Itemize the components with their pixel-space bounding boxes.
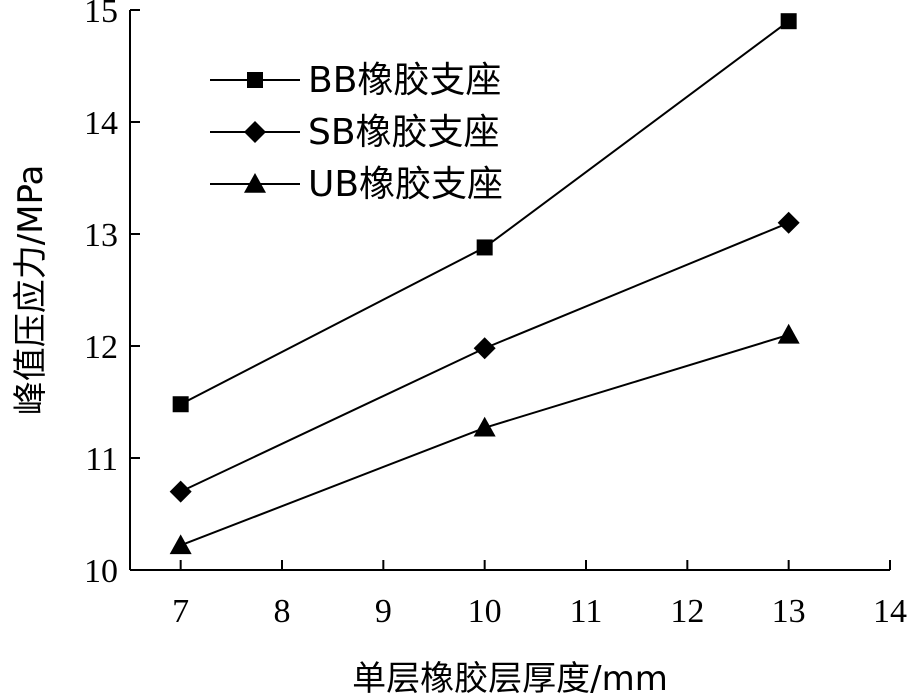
x-tick-label: 7 [172,593,189,630]
data-point [169,534,192,555]
series-square [172,13,797,413]
y-tick-label: 13 [84,217,118,254]
series-diamond [169,211,800,503]
series-line [180,333,789,547]
x-tick-label: 14 [873,593,907,630]
y-axis-title: 峰值压应力/MPa [11,165,51,416]
legend-marker [247,72,263,88]
legend: BB橡胶支座 SB橡胶支座 UB橡胶支座 [210,60,503,205]
y-tick-label: 12 [84,329,118,366]
legend-label: UB橡胶支座 [308,164,503,205]
data-point [777,211,800,234]
data-point [476,239,493,256]
y-ticks: 10 11 12 13 14 15 [84,0,140,590]
x-tick-label: 11 [570,593,603,630]
x-ticks: 7 8 9 10 11 12 13 14 [172,560,907,630]
series-layer [169,13,800,555]
data-point [172,396,189,413]
y-tick-label: 11 [85,441,118,478]
x-tick-label: 13 [772,593,806,630]
legend-item: BB橡胶支座 [210,60,501,101]
x-tick-label: 12 [670,593,704,630]
legend-item: SB橡胶支座 [210,112,500,153]
data-point [777,323,800,344]
legend-label: BB橡胶支座 [308,60,501,101]
x-tick-label: 8 [274,593,291,630]
axes [129,10,890,571]
y-tick-label: 14 [84,105,118,142]
x-tick-label: 9 [375,593,392,630]
series-triangle [169,323,800,555]
legend-label: SB橡胶支座 [308,112,500,153]
legend-item: UB橡胶支座 [210,164,503,205]
x-axis-title: 单层橡胶层厚度/mm [352,659,668,699]
data-point [473,337,496,360]
data-point [780,13,797,30]
data-point [473,416,496,437]
y-tick-label: 15 [84,0,118,30]
legend-marker [244,121,266,143]
legend-marker [244,173,266,193]
data-point [169,480,192,503]
y-tick-label: 10 [84,553,118,590]
x-tick-label: 10 [468,593,502,630]
